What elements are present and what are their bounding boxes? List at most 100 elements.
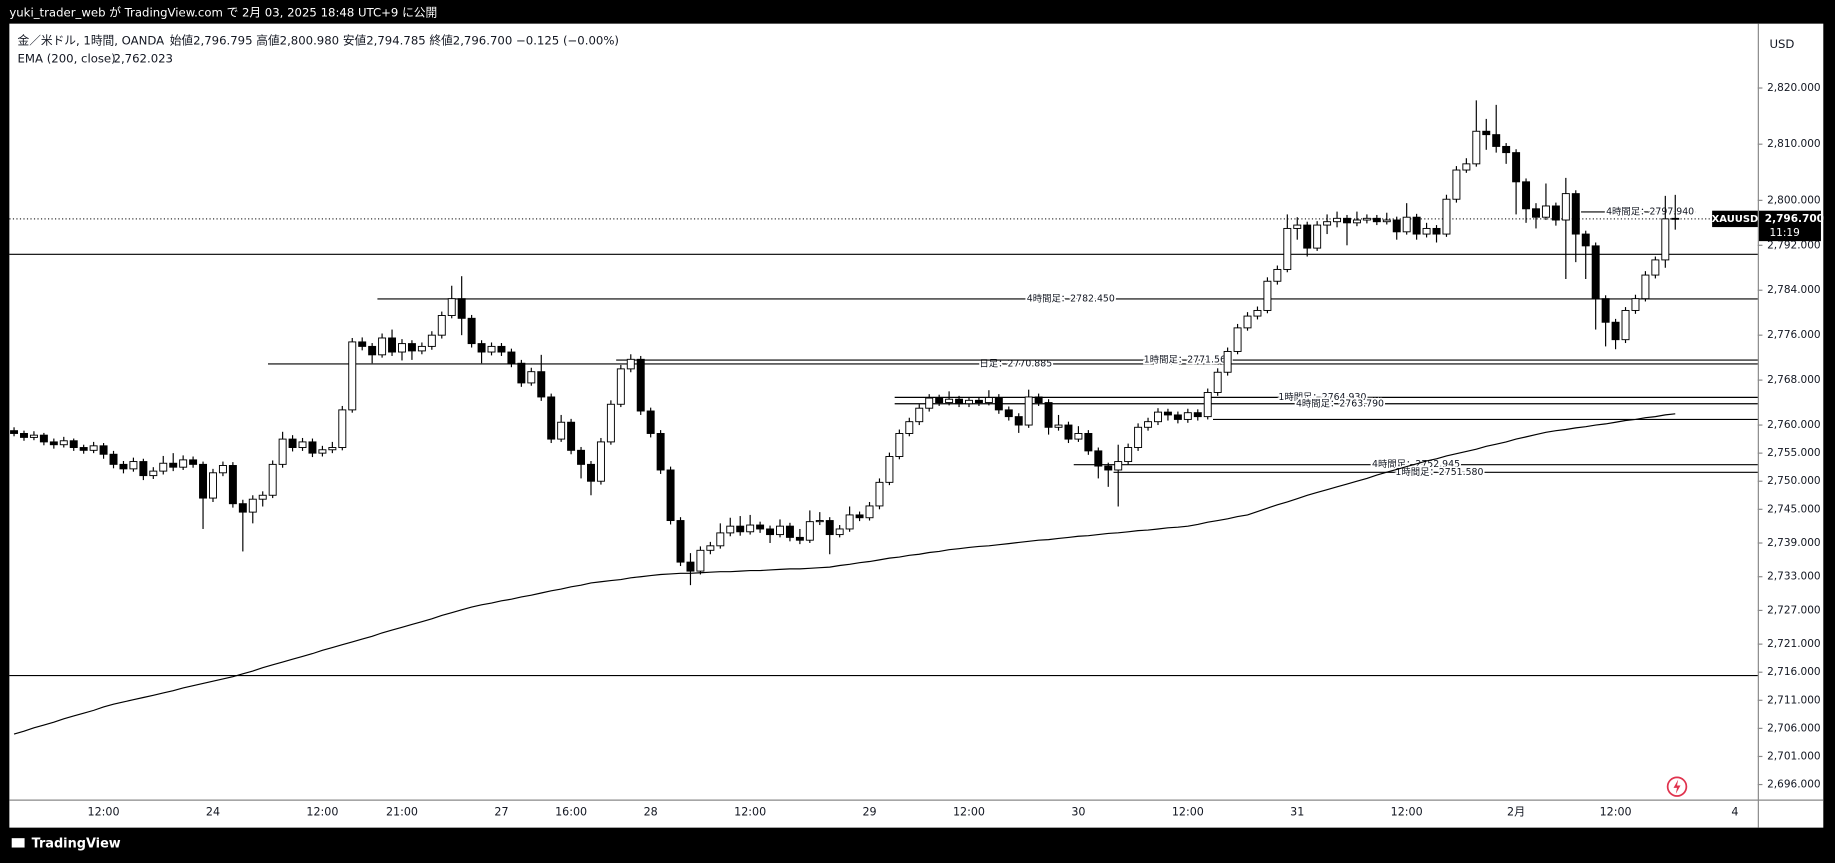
candle-body — [606, 403, 615, 443]
level-label: 4時間足：2752.945 — [1372, 459, 1460, 470]
y-tick-label: 2,706.000 — [1767, 722, 1821, 734]
x-tick-label: 24 — [206, 805, 220, 818]
candle-body — [955, 398, 964, 405]
countdown: 11:19 — [1769, 227, 1799, 239]
candle-body — [1412, 216, 1421, 235]
candle-body — [1004, 409, 1013, 418]
candle-body — [258, 494, 267, 500]
candle-body — [1293, 224, 1302, 229]
candle-body — [1402, 216, 1411, 233]
candle-body — [29, 434, 38, 438]
currency-label: USD — [1769, 37, 1794, 51]
candle-body — [20, 433, 28, 438]
candle-body — [1671, 217, 1680, 220]
candle-body — [1641, 274, 1650, 300]
candle-body — [59, 440, 68, 446]
candle-body — [1432, 227, 1441, 235]
candle-body — [427, 334, 436, 347]
ema-line — [13, 413, 1676, 735]
candle-body — [388, 337, 397, 353]
alert-ring — [1666, 776, 1688, 797]
candle-body — [1492, 134, 1501, 147]
candle-body — [1144, 421, 1153, 428]
candle-body — [1621, 309, 1630, 341]
candle-body — [805, 521, 814, 541]
candle-body — [209, 472, 217, 499]
candle-body — [109, 453, 118, 465]
candle-body — [398, 343, 406, 353]
candle-body — [368, 345, 377, 356]
level-label: 1時間足：2764.930 — [1278, 392, 1366, 403]
y-tick-label: 2,755.000 — [1767, 447, 1821, 459]
logo: TradingView — [11, 837, 121, 852]
candle-body — [437, 315, 446, 336]
footer-brand: TradingView — [32, 837, 121, 852]
candle-body — [1253, 309, 1262, 317]
candle-body — [557, 421, 566, 440]
candle-body — [577, 449, 586, 465]
candle-body — [159, 462, 168, 472]
candle-body — [766, 528, 775, 536]
candle-body — [626, 358, 635, 370]
candle-body — [1551, 205, 1560, 221]
candle-body — [1054, 424, 1063, 428]
candle-body — [1343, 217, 1351, 224]
candle-body — [1233, 327, 1242, 352]
symbol-tag-bg — [1712, 210, 1758, 228]
candle-body — [1084, 433, 1093, 452]
candle-body — [1223, 350, 1232, 373]
candle-body — [328, 447, 337, 451]
candle-body — [1273, 268, 1282, 282]
y-tick-label: 2,800.000 — [1767, 194, 1821, 206]
candle-body — [965, 399, 973, 405]
candle-body — [1611, 321, 1620, 341]
candle-body — [10, 430, 19, 434]
candle-body — [895, 433, 904, 457]
candle-body — [218, 465, 227, 474]
y-tick-label: 2,784.000 — [1767, 284, 1821, 296]
candle-body — [1651, 259, 1660, 276]
candle-body — [487, 345, 496, 353]
y-tick-label: 2,745.000 — [1767, 503, 1821, 515]
candle-body — [149, 470, 158, 477]
symbol-tag: XAUUSD — [1712, 214, 1759, 225]
candle-body — [1243, 315, 1252, 329]
alert-bolt — [1673, 779, 1681, 794]
candle-body — [1074, 433, 1083, 440]
candle-body — [696, 549, 705, 572]
symbol-title: 金／米ドル, 1時間, OANDA — [18, 34, 165, 48]
candle-body — [497, 345, 506, 353]
candle-body — [776, 525, 784, 536]
candle-body — [1581, 233, 1590, 247]
candle-body — [1462, 163, 1471, 171]
candle-body — [417, 345, 426, 352]
x-tick-label: 12:00 — [953, 805, 985, 818]
candle-body — [1372, 217, 1381, 223]
candle-body — [636, 358, 645, 412]
candle-body — [1472, 130, 1481, 165]
candle-body — [616, 368, 625, 405]
candle-body — [547, 396, 556, 440]
ema-legend-value: 2,762.023 — [114, 51, 173, 65]
candle-body — [994, 397, 1003, 411]
candle-body — [845, 514, 854, 530]
x-tick-label: 28 — [644, 805, 658, 818]
level-label: 4時間足：2782.450 — [1027, 293, 1115, 304]
candle-body — [308, 441, 317, 454]
y-tick-label: 2,760.000 — [1767, 419, 1821, 431]
candle-body — [457, 298, 466, 319]
y-tick-label: 2,810.000 — [1767, 138, 1821, 150]
publish-header: yuki_trader_web が TradingView.com で 2月 0… — [9, 6, 437, 20]
x-tick-label: 2月 — [1507, 805, 1525, 818]
candle-body — [1362, 217, 1371, 221]
candle-body — [1571, 193, 1580, 235]
candle-body — [1104, 465, 1113, 471]
candle-body — [825, 520, 834, 536]
y-tick-label: 2,701.000 — [1767, 750, 1821, 762]
candle-body — [974, 399, 983, 404]
candle-body — [199, 463, 208, 499]
x-tick-label: 12:00 — [1391, 805, 1423, 818]
candle-body — [567, 421, 576, 451]
candle-body — [1601, 298, 1610, 323]
